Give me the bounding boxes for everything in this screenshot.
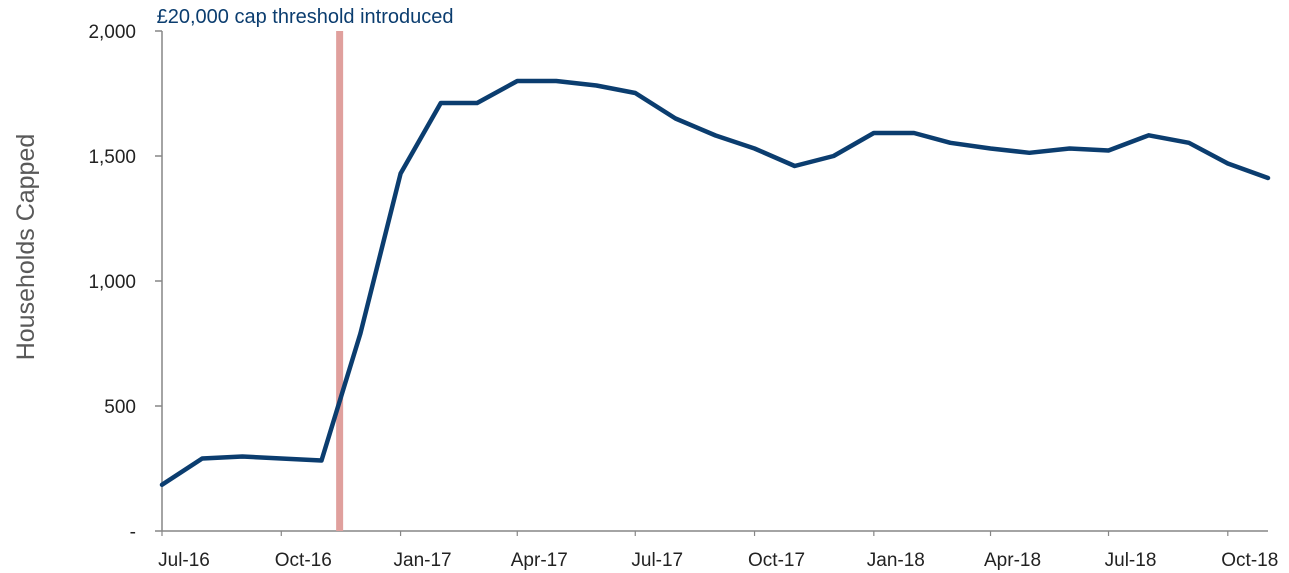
x-tick-label: Apr-18 xyxy=(984,550,1041,571)
x-tick-label: Oct-17 xyxy=(748,550,805,571)
y-tick-label: 1,000 xyxy=(88,272,136,293)
x-tick-label: Oct-18 xyxy=(1221,550,1278,571)
x-axis-ticks: Jul-16 Oct-16 Jan-17 Apr-17 Jul-17 Oct-17 Jan-… xyxy=(158,531,1278,571)
series-group xyxy=(159,78,1271,488)
x-tick-label: Apr-17 xyxy=(511,550,568,571)
x-tick-label: Oct-16 xyxy=(275,550,332,571)
x-tick-label: Jul-17 xyxy=(631,550,683,571)
households-capped-line xyxy=(159,78,1271,488)
x-tick-label: Jan-17 xyxy=(394,550,452,571)
x-tick-label: Jul-16 xyxy=(158,550,210,571)
annotations: £20,000 cap threshold introduced xyxy=(157,6,454,531)
y-tick-label: - xyxy=(130,522,136,543)
y-tick-label: 500 xyxy=(104,397,136,418)
x-tick-label: Jan-18 xyxy=(867,550,925,571)
x-tick-label: Jul-18 xyxy=(1105,550,1157,571)
y-tick-label: 2,000 xyxy=(88,22,136,43)
y-axis-title: Households Capped xyxy=(12,134,40,361)
y-axis-ticks: - 500 1,000 1,500 2,000 xyxy=(88,22,162,543)
cap-threshold-label: £20,000 cap threshold introduced xyxy=(157,6,454,28)
y-tick-label: 1,500 xyxy=(88,147,136,168)
axes xyxy=(161,31,1268,532)
